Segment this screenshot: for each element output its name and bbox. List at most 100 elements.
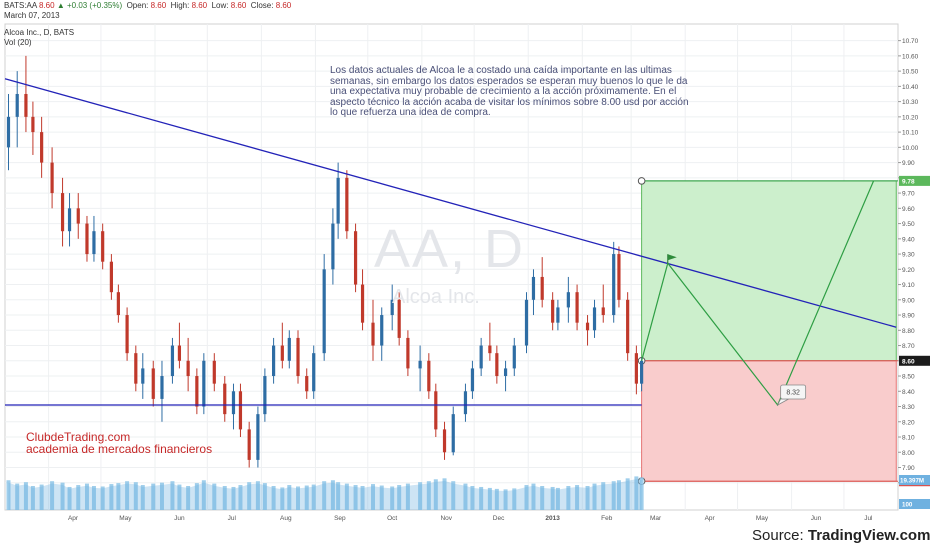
y-tick-label: 10.00 bbox=[902, 145, 919, 152]
volume-bar bbox=[15, 483, 20, 510]
x-tick-label: Dec bbox=[493, 515, 505, 522]
volume-bar bbox=[371, 484, 376, 510]
candle-body bbox=[40, 132, 44, 163]
candle-body bbox=[116, 292, 120, 316]
candle-body bbox=[109, 261, 113, 293]
volume-bar bbox=[287, 485, 292, 510]
source-credit: Source: TradingView.com bbox=[752, 527, 930, 544]
branding: ClubdeTrading.com academia de mercados f… bbox=[26, 431, 212, 455]
candle-body bbox=[263, 376, 267, 415]
volume-bar bbox=[247, 482, 252, 510]
candle-body bbox=[626, 299, 630, 354]
volume-bar bbox=[601, 482, 606, 510]
candle-body bbox=[442, 429, 447, 453]
candle-body bbox=[371, 322, 375, 346]
candle-body bbox=[85, 223, 89, 255]
candle-body bbox=[640, 360, 644, 384]
y-tick-label: 8.90 bbox=[902, 313, 915, 320]
volume-bar bbox=[262, 483, 267, 510]
volume-bar bbox=[470, 486, 475, 510]
volume-bar bbox=[194, 483, 199, 510]
volume-bar bbox=[60, 482, 65, 510]
y-tick-label: 9.30 bbox=[902, 252, 915, 259]
candle-body bbox=[463, 391, 468, 415]
x-tick-label: Apr bbox=[68, 515, 79, 522]
volume-bar bbox=[212, 483, 217, 510]
volume-bar bbox=[322, 481, 327, 510]
y-tick-label: 8.00 bbox=[902, 450, 915, 457]
volume-bar bbox=[231, 486, 236, 510]
candle-body bbox=[202, 360, 206, 407]
volume-bar bbox=[405, 483, 410, 510]
y-tick-label: 8.30 bbox=[902, 404, 915, 411]
x-tick-label: Jul bbox=[228, 515, 237, 522]
candle-body bbox=[575, 292, 579, 323]
y-tick-label: 9.60 bbox=[902, 206, 915, 213]
candle-body bbox=[434, 391, 438, 430]
vol-scale-label: 100 bbox=[902, 502, 913, 509]
x-tick-label: Jul bbox=[864, 515, 873, 522]
analysis-note: Los datos actuales de Alcoa le a costado… bbox=[330, 65, 689, 118]
close-value: 8.60 bbox=[275, 1, 292, 10]
volume-bar bbox=[463, 483, 468, 510]
volume-bar bbox=[50, 481, 55, 510]
volume-bar bbox=[76, 485, 81, 510]
candle-body bbox=[160, 376, 164, 399]
volume-bar bbox=[353, 485, 358, 510]
volume-bar bbox=[550, 486, 555, 510]
candle-body bbox=[151, 368, 155, 399]
candle-body bbox=[134, 353, 138, 384]
x-tick-label: May bbox=[756, 515, 769, 522]
volume-bar bbox=[531, 483, 536, 510]
projection: 8.32 bbox=[641, 180, 875, 407]
y-tick-label: 8.20 bbox=[902, 419, 915, 426]
candle-body bbox=[60, 193, 65, 232]
brand-tagline: academia de mercados financieros bbox=[26, 442, 213, 456]
volume-bar bbox=[280, 487, 285, 510]
flag-icon bbox=[667, 254, 677, 261]
candle-body bbox=[212, 360, 216, 384]
y-tick-label: 10.60 bbox=[902, 53, 919, 60]
loss-zone bbox=[641, 360, 897, 482]
candle-body bbox=[50, 162, 54, 194]
low-label: Low: bbox=[211, 1, 229, 10]
candle-body bbox=[512, 345, 516, 369]
volume-badge-label: 19.397M bbox=[900, 478, 924, 485]
x-tick-label: Jun bbox=[174, 515, 185, 522]
y-tick-label: 8.70 bbox=[902, 343, 915, 350]
y-tick-label: 8.40 bbox=[902, 389, 915, 396]
volume-bar bbox=[639, 477, 644, 510]
candle-body bbox=[287, 337, 291, 361]
volume-bar bbox=[524, 485, 529, 510]
candle-body bbox=[397, 299, 401, 338]
y-tick-label: 9.10 bbox=[902, 282, 915, 289]
candle-body bbox=[585, 322, 590, 331]
high-value: 8.60 bbox=[191, 1, 208, 10]
candle-body bbox=[280, 345, 284, 361]
callout-box bbox=[780, 384, 807, 400]
volume-bar bbox=[222, 486, 227, 510]
source-prefix: Source: bbox=[752, 527, 808, 544]
candle-body bbox=[15, 93, 19, 117]
candle-body bbox=[380, 315, 384, 346]
candle-body bbox=[92, 231, 96, 255]
volume-bar bbox=[67, 486, 72, 510]
y-tick-label: 8.80 bbox=[902, 328, 915, 335]
candle-body bbox=[524, 299, 529, 346]
y-tick-label: 10.30 bbox=[902, 99, 919, 106]
entry-price-label: 8.60 bbox=[902, 358, 915, 365]
open-value: 8.60 bbox=[150, 1, 167, 10]
volume-bar bbox=[555, 487, 560, 510]
candle-body bbox=[238, 391, 243, 430]
zone-handle bbox=[637, 177, 646, 185]
volume-bar bbox=[336, 482, 341, 510]
position-zones bbox=[637, 177, 898, 486]
ohlc-header: BATS:AA 8.60 ▲ +0.03 (+0.35%) Open: 8.60… bbox=[4, 1, 291, 10]
trend-lines bbox=[4, 78, 897, 406]
profit-zone bbox=[641, 180, 897, 362]
volume-bar bbox=[151, 483, 156, 510]
candle-body bbox=[186, 360, 190, 377]
y-tick-label: 9.50 bbox=[902, 221, 915, 228]
